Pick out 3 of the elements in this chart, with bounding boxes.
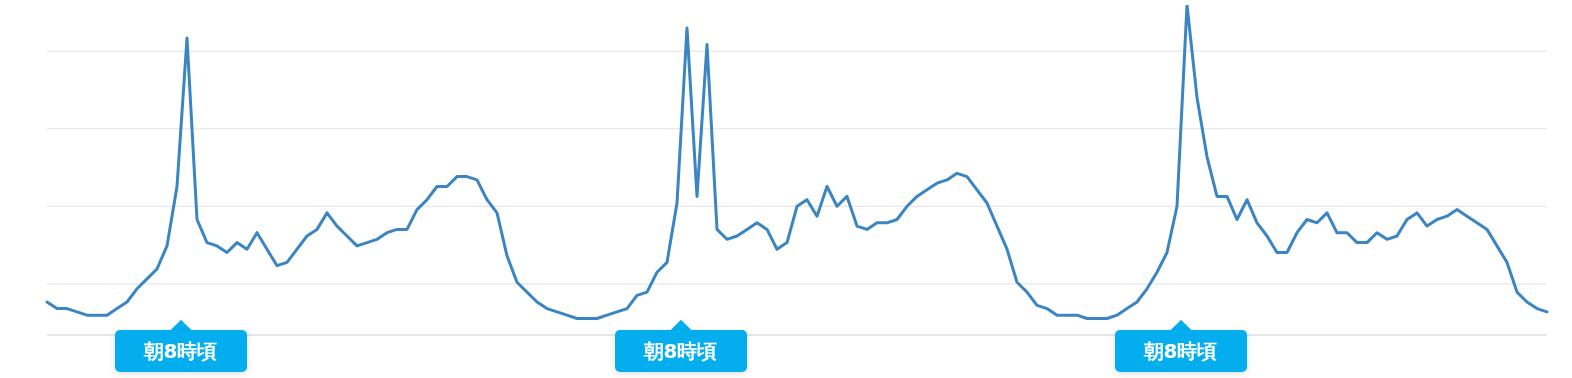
text: 朝8時頃	[614, 330, 747, 372]
text: 朝8時頃	[114, 330, 247, 372]
text: 朝8時頃	[1114, 330, 1247, 372]
